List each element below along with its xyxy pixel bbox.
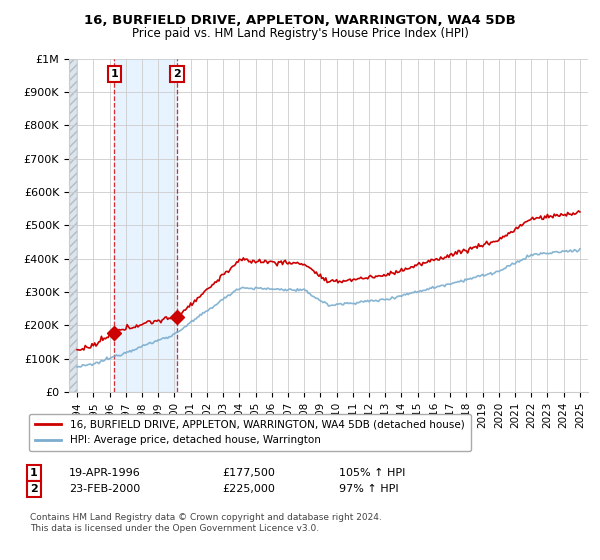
Text: 2: 2: [30, 484, 38, 494]
Text: 105% ↑ HPI: 105% ↑ HPI: [339, 468, 406, 478]
Legend: 16, BURFIELD DRIVE, APPLETON, WARRINGTON, WA4 5DB (detached house), HPI: Average: 16, BURFIELD DRIVE, APPLETON, WARRINGTON…: [29, 414, 471, 451]
Text: Price paid vs. HM Land Registry's House Price Index (HPI): Price paid vs. HM Land Registry's House …: [131, 27, 469, 40]
Text: 97% ↑ HPI: 97% ↑ HPI: [339, 484, 398, 494]
Text: This data is licensed under the Open Government Licence v3.0.: This data is licensed under the Open Gov…: [30, 524, 319, 533]
Text: Contains HM Land Registry data © Crown copyright and database right 2024.: Contains HM Land Registry data © Crown c…: [30, 513, 382, 522]
Text: 1: 1: [30, 468, 38, 478]
Text: 19-APR-1996: 19-APR-1996: [69, 468, 141, 478]
Text: £177,500: £177,500: [222, 468, 275, 478]
Text: 1: 1: [110, 69, 118, 79]
Text: 16, BURFIELD DRIVE, APPLETON, WARRINGTON, WA4 5DB: 16, BURFIELD DRIVE, APPLETON, WARRINGTON…: [84, 14, 516, 27]
Text: £225,000: £225,000: [222, 484, 275, 494]
Text: 2: 2: [173, 69, 181, 79]
Text: 23-FEB-2000: 23-FEB-2000: [69, 484, 140, 494]
Bar: [115, 59, 177, 392]
